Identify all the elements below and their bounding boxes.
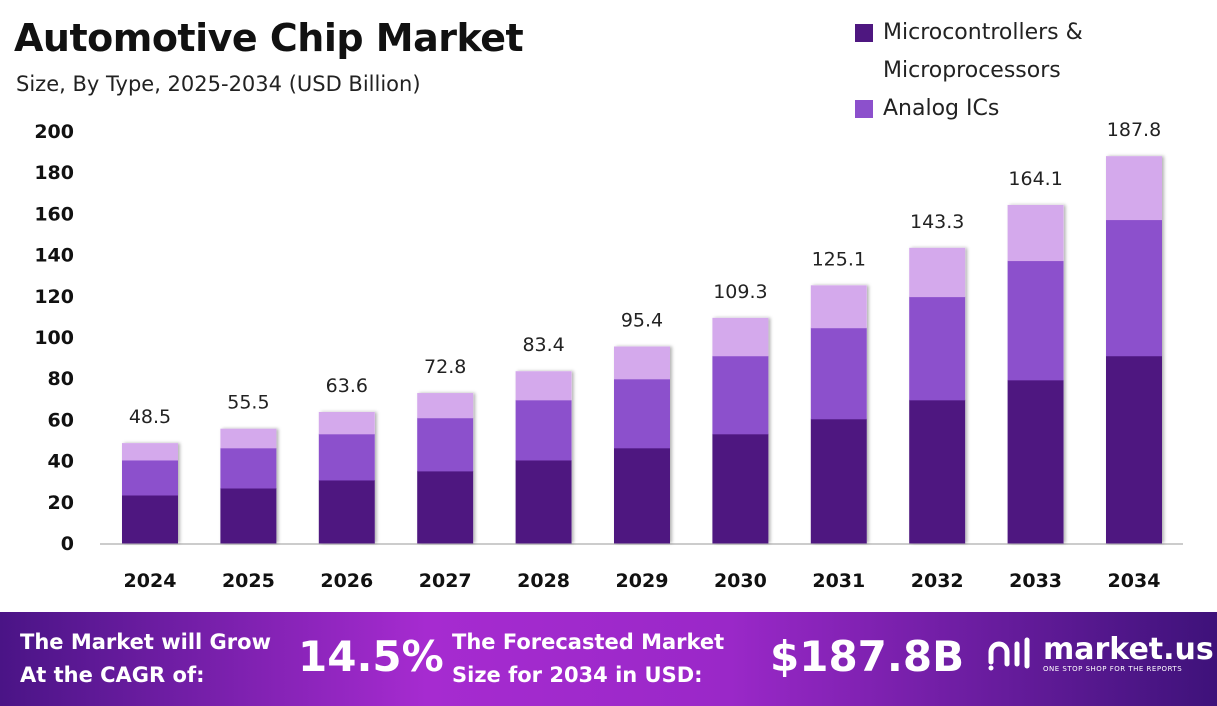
bar-segment-2030-series-1 [712, 355, 769, 435]
legend-item-microcontrollers: Microcontrollers & Microprocessors [855, 14, 1083, 90]
bar-segment-2032-series-0 [909, 399, 966, 544]
x-tick-label: 2029 [616, 570, 669, 592]
bar-segment-2027-series-2 [417, 393, 474, 419]
bar-segment-2029-series-1 [614, 378, 670, 449]
brand-tagline: ONE STOP SHOP FOR THE REPORTS [1043, 665, 1183, 673]
bar-segment-2025-series-2 [220, 428, 277, 449]
bar-segment-2024-series-2 [122, 443, 178, 461]
y-tick-label: 200 [34, 121, 74, 143]
data-label: 143.3 [910, 211, 964, 233]
x-tick-label: 2026 [320, 570, 373, 592]
bar-segment-2024-series-0 [122, 495, 178, 544]
data-label: 164.1 [1008, 168, 1062, 190]
legend-label: Microprocessors [883, 58, 1061, 83]
cagr-label-line2: At the CAGR of: [20, 663, 205, 687]
x-tick-label: 2031 [812, 570, 865, 592]
cagr-value: 14.5% [298, 632, 444, 681]
bar-segment-2034-series-2 [1106, 156, 1162, 221]
x-tick-label: 2032 [911, 570, 964, 592]
data-label: 63.6 [326, 375, 368, 397]
x-tick-label: 2030 [714, 570, 767, 592]
data-label: 95.4 [621, 309, 663, 331]
chart-title: Automotive Chip Market [14, 16, 524, 60]
bar-segment-2031-series-1 [810, 327, 867, 420]
bar-segment-2028-series-2 [515, 371, 572, 401]
legend-item-analog-ics: Analog ICs [855, 90, 1083, 128]
bar-segment-2032-series-2 [909, 247, 966, 298]
forecast-label-line1: The Forecasted Market [452, 630, 725, 654]
bar-segment-2034-series-1 [1106, 219, 1162, 357]
bar-segment-2033-series-1 [1007, 260, 1064, 381]
footer-banner: The Market will Grow At the CAGR of: 14.… [0, 612, 1217, 706]
data-label: 55.5 [227, 392, 269, 414]
brand-logo: market.us ONE STOP SHOP FOR THE REPORTS [985, 634, 1214, 674]
legend-label: Analog ICs [883, 96, 1000, 121]
bar-segment-2032-series-1 [909, 296, 966, 401]
y-tick-label: 0 [61, 533, 74, 555]
bar-segment-2024-series-1 [122, 459, 178, 496]
bar-chart: 0 20 40 60 80 100 120 140 160 180 200 48.5 2024 55.5 2… [34, 119, 1183, 592]
bar-segment-2025-series-0 [220, 487, 277, 544]
bar-segment-2029-series-2 [614, 346, 670, 380]
x-tick-label: 2025 [222, 570, 275, 592]
cagr-label: The Market will Grow At the CAGR of: [20, 626, 271, 692]
data-label: 72.8 [424, 356, 466, 378]
legend-swatch [855, 100, 873, 118]
bar-segment-2033-series-2 [1007, 204, 1064, 262]
bar-segment-2030-series-0 [712, 433, 769, 544]
market-us-logo-icon [988, 637, 1030, 671]
data-label: 83.4 [522, 334, 564, 356]
forecast-value: $187.8B [770, 632, 965, 681]
forecast-label-line2: Size for 2034 in USD: [452, 663, 703, 687]
data-label: 109.3 [713, 281, 767, 303]
legend-swatch [855, 24, 873, 42]
bar-segment-2026-series-0 [318, 479, 375, 544]
y-tick-label: 180 [34, 162, 74, 184]
y-tick-label: 100 [34, 327, 74, 349]
bar-segment-2029-series-0 [614, 447, 670, 544]
legend: Microcontrollers & Microprocessors Analog… [855, 14, 1083, 128]
brand-name: market.us [1043, 632, 1214, 667]
bar-segment-2028-series-1 [515, 399, 572, 461]
x-tick-label: 2024 [124, 570, 177, 592]
y-tick-label: 20 [48, 492, 74, 514]
bar-segment-2028-series-0 [515, 459, 572, 544]
data-label: 48.5 [129, 406, 171, 428]
bar-segment-2031-series-2 [810, 285, 867, 329]
bar-segment-2027-series-0 [417, 470, 474, 544]
y-tick-label: 60 [48, 409, 74, 431]
data-label: 187.8 [1107, 119, 1161, 141]
y-tick-label: 140 [34, 245, 74, 267]
y-tick-label: 120 [34, 286, 74, 308]
bar-segment-2026-series-2 [318, 411, 375, 435]
x-tick-label: 2028 [517, 570, 570, 592]
bar-segment-2033-series-0 [1007, 379, 1064, 544]
bar-segment-2026-series-1 [318, 433, 375, 481]
forecast-label: The Forecasted Market Size for 2034 in U… [452, 626, 724, 692]
cagr-label-line1: The Market will Grow [20, 630, 271, 654]
chart-subtitle: Size, By Type, 2025-2034 (USD Billion) [16, 72, 421, 96]
data-label: 125.1 [812, 248, 866, 270]
bar-segment-2030-series-2 [712, 317, 769, 357]
bar-segment-2025-series-1 [220, 447, 277, 489]
y-tick-label: 80 [48, 368, 74, 390]
x-tick-label: 2034 [1108, 570, 1161, 592]
bar-segment-2034-series-0 [1106, 355, 1162, 544]
x-tick-label: 2027 [419, 570, 472, 592]
y-tick-label: 40 [48, 451, 74, 473]
legend-label: Microcontrollers & [883, 20, 1083, 45]
x-tick-label: 2033 [1009, 570, 1062, 592]
y-tick-label: 160 [34, 203, 74, 225]
bar-segment-2027-series-1 [417, 417, 474, 472]
bar-segment-2031-series-0 [810, 418, 867, 544]
